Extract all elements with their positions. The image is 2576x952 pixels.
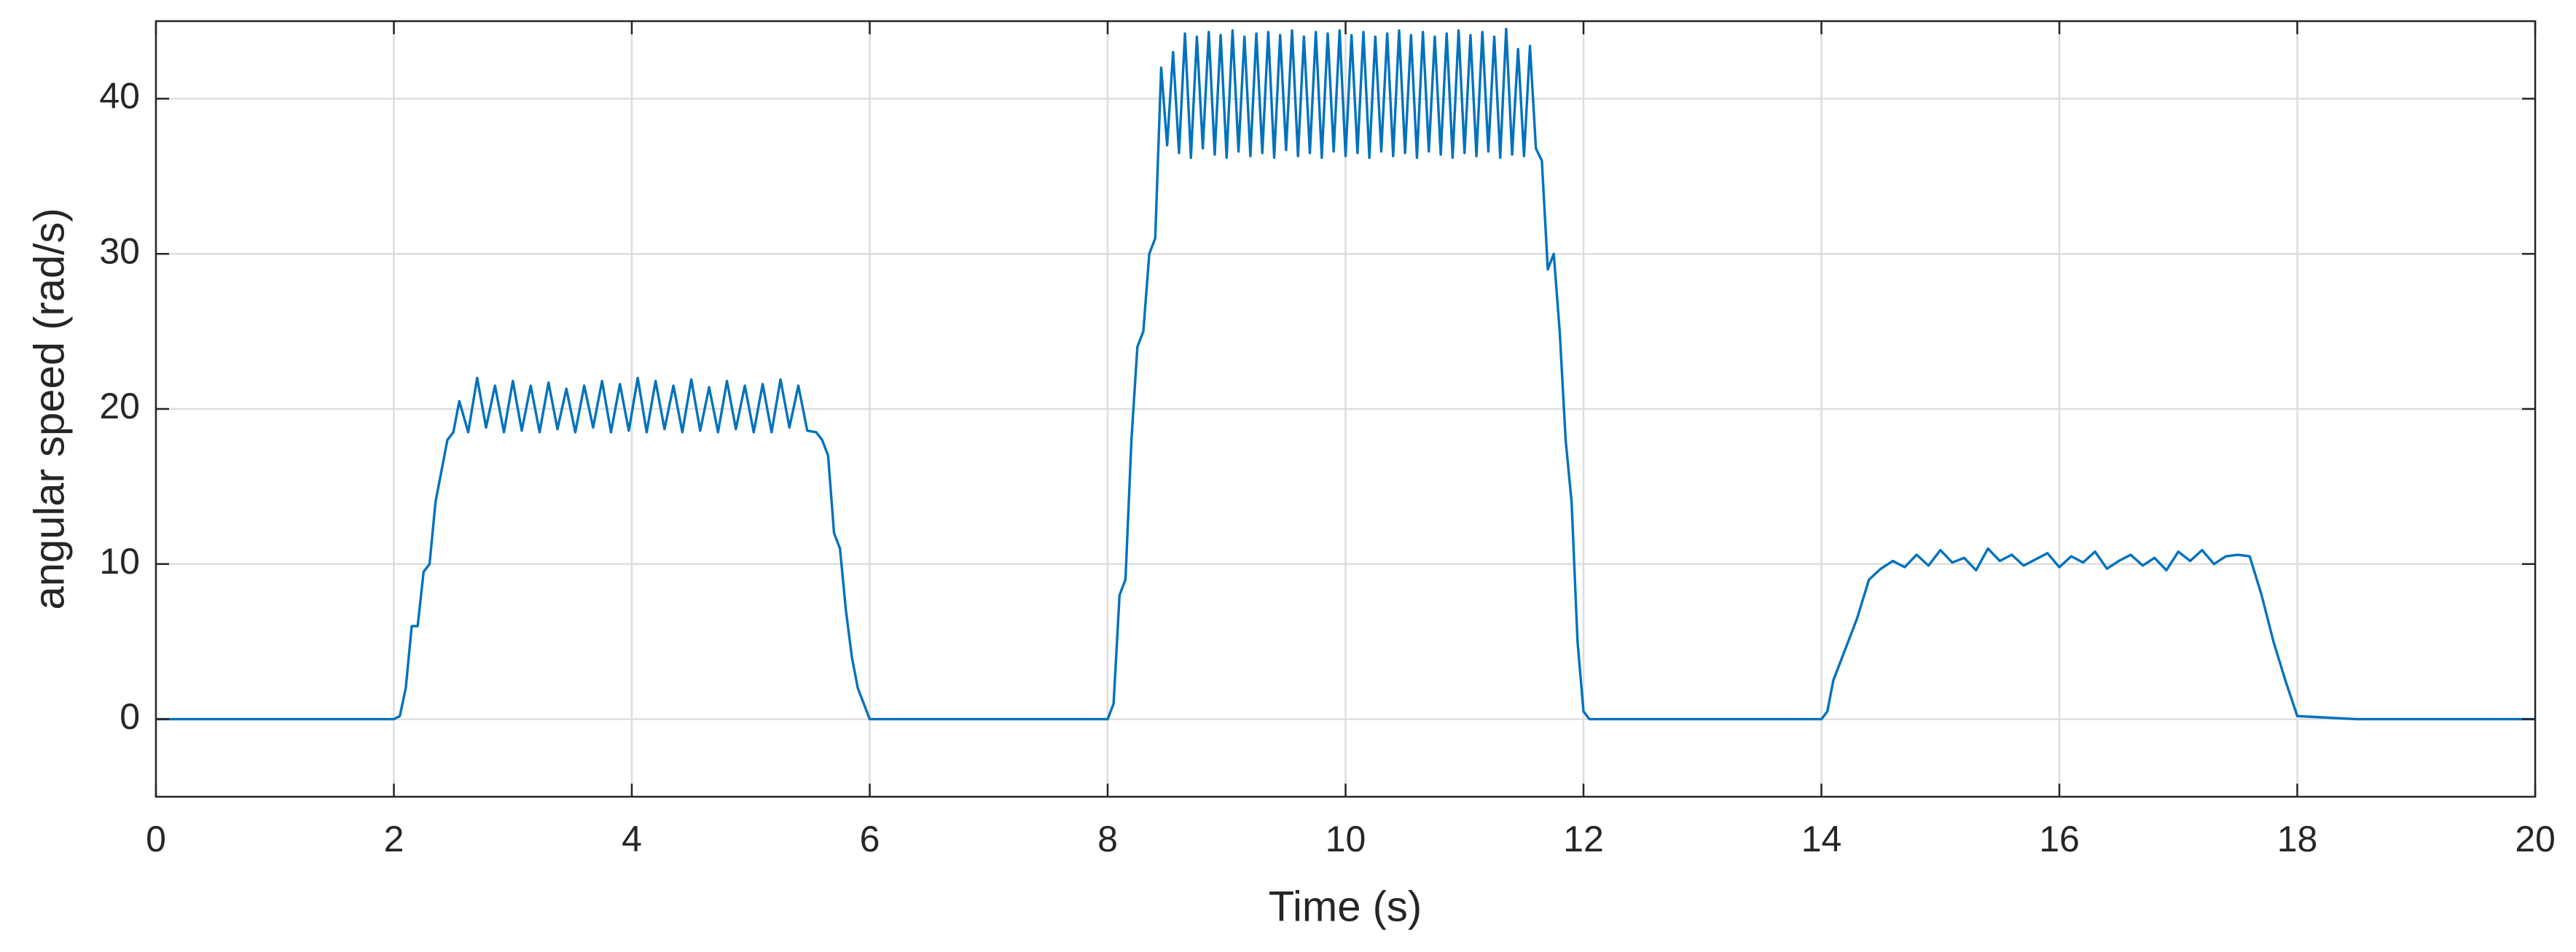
y-tick-label: 20 xyxy=(99,386,140,426)
x-tick-label: 16 xyxy=(2039,819,2080,859)
data-line xyxy=(156,27,2535,721)
x-tick-label: 2 xyxy=(384,819,404,859)
x-axis-label: Time (s) xyxy=(1269,883,1422,930)
y-tick-label: 10 xyxy=(99,541,140,582)
x-tick-label: 6 xyxy=(860,819,880,859)
x-tick-label: 0 xyxy=(146,819,166,859)
y-tick-label: 30 xyxy=(99,230,140,271)
y-axis-label: angular speed (rad/s) xyxy=(26,208,73,609)
x-tick-label: 18 xyxy=(2277,819,2318,859)
y-tick-label: 40 xyxy=(99,76,140,117)
x-tick-label: 12 xyxy=(1563,819,1604,859)
x-tick-label: 4 xyxy=(622,819,642,859)
y-tick-label: 0 xyxy=(120,696,140,737)
x-tick-label: 8 xyxy=(1097,819,1118,859)
x-tick-label: 14 xyxy=(1801,819,1842,859)
x-tick-label: 20 xyxy=(2515,819,2556,859)
x-tick-label: 10 xyxy=(1326,819,1366,859)
